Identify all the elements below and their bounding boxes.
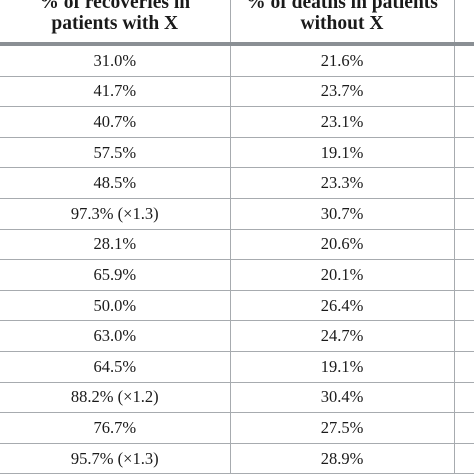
cell-clipped-column	[454, 442, 474, 474]
cell-recoveries-with-x: 31.0%	[0, 44, 231, 77]
cell-deaths-without-x: 20.1%	[230, 259, 455, 291]
table-header-row: % of recoveries in patients with X % of …	[0, 0, 474, 46]
table-row: 41.7% 23.7%	[0, 75, 474, 107]
cell-clipped-column	[454, 167, 474, 199]
cell-recoveries-with-x: 50.0%	[0, 289, 231, 321]
cell-clipped-column	[454, 289, 474, 321]
cell-recoveries-with-x: 57.5%	[0, 136, 231, 168]
cell-deaths-without-x: 19.1%	[230, 350, 455, 383]
cell-recoveries-with-x: 28.1%	[0, 228, 231, 260]
cell-clipped-column	[454, 136, 474, 168]
cell-deaths-without-x: 26.4%	[230, 289, 455, 321]
cell-recoveries-with-x: 63.0%	[0, 320, 231, 352]
cell-recoveries-with-x: 97.3% (×1.3)	[0, 197, 231, 230]
cell-clipped-column	[454, 259, 474, 291]
cell-clipped-column	[454, 228, 474, 260]
table-row: 63.0% 24.7%	[0, 320, 474, 352]
table-row: 88.2% (×1.2) 30.4%	[0, 381, 474, 413]
table-row: 40.7% 23.1%	[0, 106, 474, 138]
cell-recoveries-with-x: 41.7%	[0, 75, 231, 107]
header-recoveries-with-x: % of recoveries in patients with X	[0, 0, 231, 46]
table-row: 28.1% 20.6%	[0, 228, 474, 260]
cell-recoveries-with-x: 76.7%	[0, 412, 231, 444]
cell-recoveries-with-x: 40.7%	[0, 106, 231, 138]
cell-recoveries-with-x: 88.2% (×1.2)	[0, 381, 231, 413]
table-row: 48.5% 23.3%	[0, 167, 474, 199]
cell-clipped-column	[454, 320, 474, 352]
cell-recoveries-with-x: 64.5%	[0, 350, 231, 383]
cell-clipped-column	[454, 412, 474, 444]
cell-deaths-without-x: 30.4%	[230, 381, 455, 413]
cell-clipped-column	[454, 75, 474, 107]
table-row: 76.7% 27.5%	[0, 412, 474, 444]
cell-deaths-without-x: 21.6%	[230, 44, 455, 77]
cell-deaths-without-x: 27.5%	[230, 412, 455, 444]
table-row: 64.5% 19.1%	[0, 350, 474, 383]
cell-deaths-without-x: 28.9%	[230, 442, 455, 474]
cell-deaths-without-x: 23.1%	[230, 106, 455, 138]
table-row: 95.7% (×1.3) 28.9%	[0, 442, 474, 474]
table-row: 50.0% 26.4%	[0, 289, 474, 321]
cell-clipped-column	[454, 381, 474, 413]
cell-deaths-without-x: 19.1%	[230, 136, 455, 168]
table-row: 57.5% 19.1%	[0, 136, 474, 168]
cell-recoveries-with-x: 48.5%	[0, 167, 231, 199]
header-deaths-without-x: % of deaths in patients without X	[230, 0, 455, 46]
cell-clipped-column	[454, 197, 474, 230]
table-row: 97.3% (×1.3) 30.7%	[0, 197, 474, 230]
cell-clipped-column	[454, 106, 474, 138]
cell-deaths-without-x: 30.7%	[230, 197, 455, 230]
cell-recoveries-with-x: 95.7% (×1.3)	[0, 442, 231, 474]
cell-deaths-without-x: 23.7%	[230, 75, 455, 107]
cell-clipped-column	[454, 44, 474, 76]
cell-deaths-without-x: 20.6%	[230, 228, 455, 260]
cell-deaths-without-x: 23.3%	[230, 167, 455, 199]
cell-deaths-without-x: 24.7%	[230, 320, 455, 352]
table-row: 65.9% 20.1%	[0, 259, 474, 291]
header-clipped-column	[454, 0, 474, 46]
cell-recoveries-with-x: 65.9%	[0, 259, 231, 291]
table-body: 31.0% 21.6% 41.7% 23.7% 40.7% 23.1% 57.5% 19.1%…	[0, 44, 474, 474]
cell-clipped-column	[454, 350, 474, 383]
table-row: 31.0% 21.6%	[0, 44, 474, 77]
